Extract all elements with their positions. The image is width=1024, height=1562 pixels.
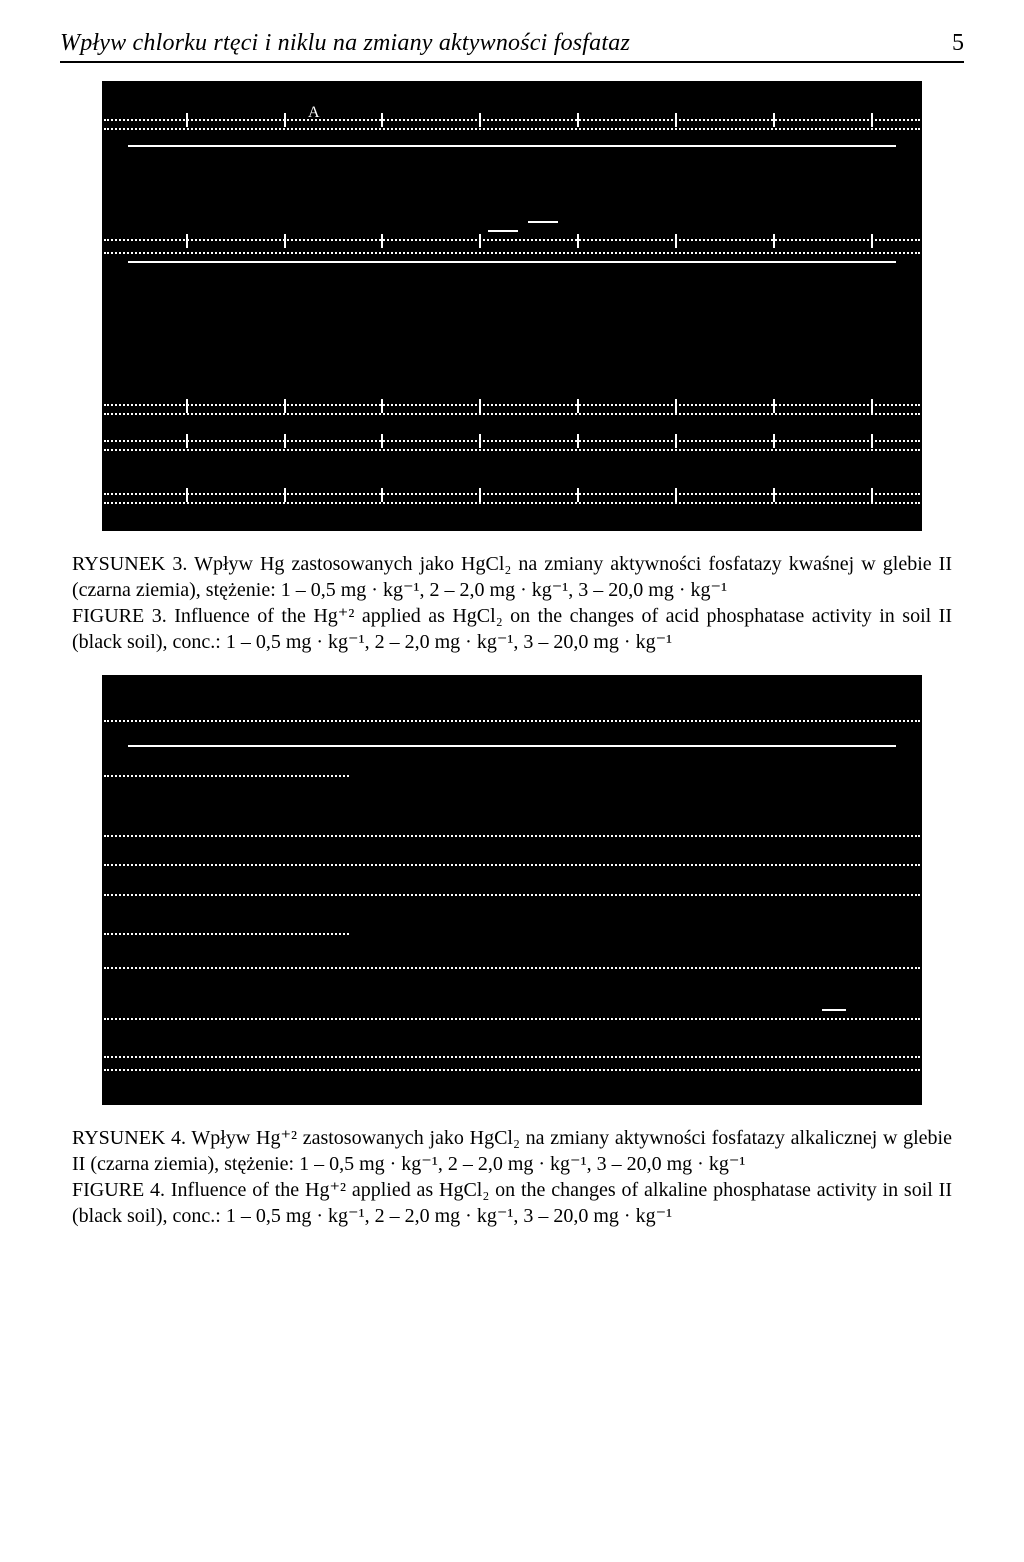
figure-4-caption-en-label: FIGURE 4. bbox=[72, 1179, 165, 1201]
page-number: 5 bbox=[932, 30, 964, 57]
page: Wpływ chlorku rtęci i niklu na zmiany ak… bbox=[0, 0, 1024, 1562]
figure-4-chart bbox=[102, 675, 922, 1105]
figure-3-caption: RYSUNEK 3. Wpływ Hg zastosowanych jako H… bbox=[72, 551, 952, 655]
figure-4-caption: RYSUNEK 4. Wpływ Hg⁺² zastosowanych jako… bbox=[72, 1125, 952, 1229]
figure-3-caption-en-label: FIGURE 3. bbox=[72, 605, 167, 627]
figure-4-caption-pl-text: Wpływ Hg⁺² zastosowanych jako HgCl₂ na z… bbox=[72, 1127, 952, 1175]
figure-3-plot-area: A bbox=[104, 83, 920, 529]
figure-3-caption-en-text: Influence of the Hg⁺² applied as HgCl₂ o… bbox=[72, 605, 952, 653]
figure-3-caption-pl-text: Wpływ Hg zastosowanych jako HgCl₂ na zmi… bbox=[72, 553, 952, 601]
figure-3-chart: A bbox=[102, 81, 922, 531]
figure-4-caption-pl-label: RYSUNEK 4. bbox=[72, 1127, 186, 1149]
figure-3-caption-pl-label: RYSUNEK 3. bbox=[72, 553, 187, 575]
header-title: Wpływ chlorku rtęci i niklu na zmiany ak… bbox=[60, 30, 932, 57]
running-header: Wpływ chlorku rtęci i niklu na zmiany ak… bbox=[60, 30, 964, 63]
figure-4-plot-area bbox=[104, 677, 920, 1103]
figure-4-caption-en-text: Influence of the Hg⁺² applied as HgCl₂ o… bbox=[72, 1179, 952, 1227]
